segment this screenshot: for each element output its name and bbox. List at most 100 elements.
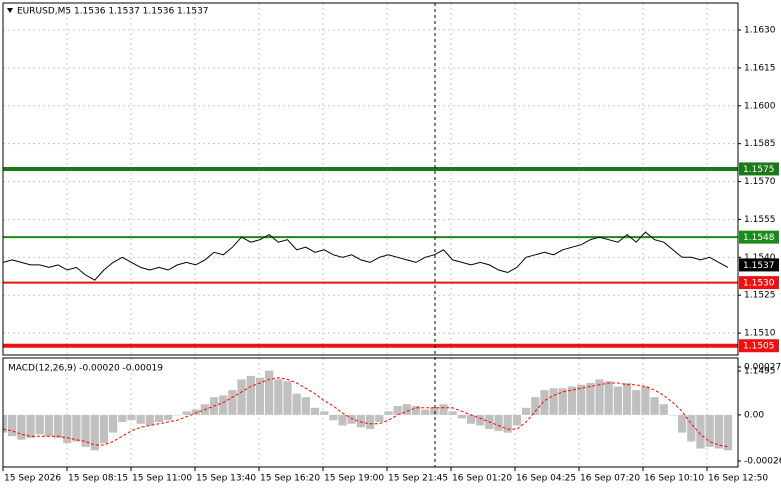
- histogram-bar: [714, 414, 723, 449]
- histogram-bar: [448, 411, 457, 415]
- macd-header: MACD(12,26,9) -0.00020 -0.00019: [8, 364, 163, 374]
- level-label-box: [739, 258, 779, 272]
- axes: 1.1630 1.1615 1.1600 1.1585 1.1570 1.1555 1.15…: [2, 26, 781, 484]
- y-tick-label: 1.1525: [744, 291, 776, 301]
- histogram-bar: [375, 414, 384, 422]
- histogram-bar: [338, 414, 347, 426]
- histogram-bar: [466, 414, 476, 424]
- histogram-bar: [521, 407, 531, 415]
- y-tick-label: 1.1555: [744, 215, 776, 225]
- histogram-bar: [90, 414, 99, 451]
- histogram-bar: [677, 414, 687, 433]
- x-tick-label: 15 Sep 2026: [4, 474, 61, 484]
- histogram-bar: [723, 414, 733, 451]
- histogram-bar: [301, 397, 310, 415]
- histogram-bar: [255, 377, 265, 415]
- histogram-bar: [81, 414, 90, 447]
- y-tick-label: 1.1600: [744, 101, 776, 111]
- histogram-bar: [182, 411, 191, 415]
- level-label: 1.1530: [743, 279, 775, 289]
- x-tick-label: 16 Sep 04:25: [516, 474, 576, 484]
- y-tick-label: 1.1630: [744, 26, 776, 36]
- y-tick-label: 1.1510: [744, 329, 776, 339]
- price-plot: [3, 231, 729, 281]
- histogram-bar: [127, 414, 136, 421]
- histogram-bar: [228, 390, 237, 415]
- level-label-box: [739, 339, 779, 353]
- x-tick-label: 16 Sep 01:20: [452, 474, 512, 484]
- y-tick-label: 1.1570: [744, 177, 776, 187]
- signal-line: [3, 377, 729, 448]
- histogram-bar: [402, 404, 411, 415]
- histogram-bar: [72, 414, 81, 442]
- x-tick-label: 15 Sep 21:45: [388, 474, 448, 484]
- histogram-bar: [329, 414, 338, 421]
- histogram-bar: [35, 414, 44, 435]
- histogram-bar: [26, 414, 35, 438]
- histogram-bar: [292, 393, 301, 415]
- histogram-bar: [365, 414, 375, 430]
- y-tick-label: 0.00: [744, 410, 764, 420]
- histogram-bar: [622, 382, 632, 415]
- histogram-bar: [164, 414, 173, 421]
- histogram-bar: [705, 414, 714, 447]
- histogram-bar: [356, 414, 366, 428]
- y-tick-label: 1.1540: [744, 253, 776, 263]
- price-frame: [2, 2, 739, 356]
- y-tick-label: 1.1615: [744, 63, 776, 73]
- histogram-bar: [173, 414, 182, 416]
- histogram-bar: [650, 397, 659, 415]
- histogram-bar: [586, 382, 595, 415]
- histogram-bar: [632, 390, 641, 415]
- histogram-bar: [118, 414, 127, 422]
- histogram-bar: [265, 370, 274, 415]
- x-tick-label: 15 Sep 11:00: [132, 474, 192, 484]
- y-tick-label: 1.1585: [744, 139, 776, 149]
- histogram-bar: [246, 375, 255, 415]
- histogram-bar: [503, 414, 512, 433]
- histogram-bar: [411, 406, 421, 415]
- histogram-bar: [44, 414, 54, 437]
- x-tick-label: 15 Sep 16:20: [260, 474, 320, 484]
- histogram-bar: [540, 390, 549, 415]
- histogram-bar: [145, 414, 154, 426]
- histogram-bar: [393, 406, 402, 415]
- histogram-bar: [512, 414, 522, 426]
- level-label: 1.1505: [743, 342, 775, 352]
- x-tick-label: 16 Sep 12:50: [708, 474, 768, 484]
- histogram-bar: [668, 414, 678, 416]
- histogram-bar: [641, 386, 650, 415]
- histogram-bar: [53, 414, 63, 438]
- histogram-bar: [613, 386, 623, 415]
- x-tick-label: 15 Sep 19:00: [324, 474, 384, 484]
- histogram-bar: [136, 414, 145, 424]
- level-label: 1.1537: [743, 261, 775, 271]
- histogram-bar: [3, 414, 8, 433]
- histogram-bar: [237, 379, 246, 415]
- histogram-bar: [476, 414, 485, 426]
- x-tick-label: 15 Sep 08:15: [68, 474, 128, 484]
- level-label-box: [739, 230, 779, 244]
- histogram-bar: [310, 407, 320, 415]
- x-tick-label: 16 Sep 07:20: [580, 474, 640, 484]
- histogram-bar: [567, 386, 577, 415]
- macd-plot: [3, 370, 733, 451]
- level-label-box: [739, 276, 779, 290]
- level-label-box: [739, 162, 779, 176]
- histogram-bar: [154, 414, 164, 422]
- histogram-bar: [347, 414, 356, 424]
- histogram-bar: [17, 414, 26, 440]
- histogram-bar: [108, 414, 118, 433]
- symbol-header: EURUSD,M5 1.1536 1.1537 1.1536 1.1537: [17, 7, 209, 17]
- menu-arrow[interactable]: [7, 8, 13, 13]
- histogram-bar: [63, 414, 72, 444]
- level-label: 1.1575: [743, 165, 775, 175]
- y-tick-label: 0.00027: [744, 363, 781, 373]
- y-tick-label: 1.1495: [744, 367, 776, 377]
- histogram-bar: [384, 411, 393, 415]
- histogram-bar: [696, 414, 705, 449]
- price-line: [3, 231, 729, 281]
- histogram-bar: [219, 395, 228, 415]
